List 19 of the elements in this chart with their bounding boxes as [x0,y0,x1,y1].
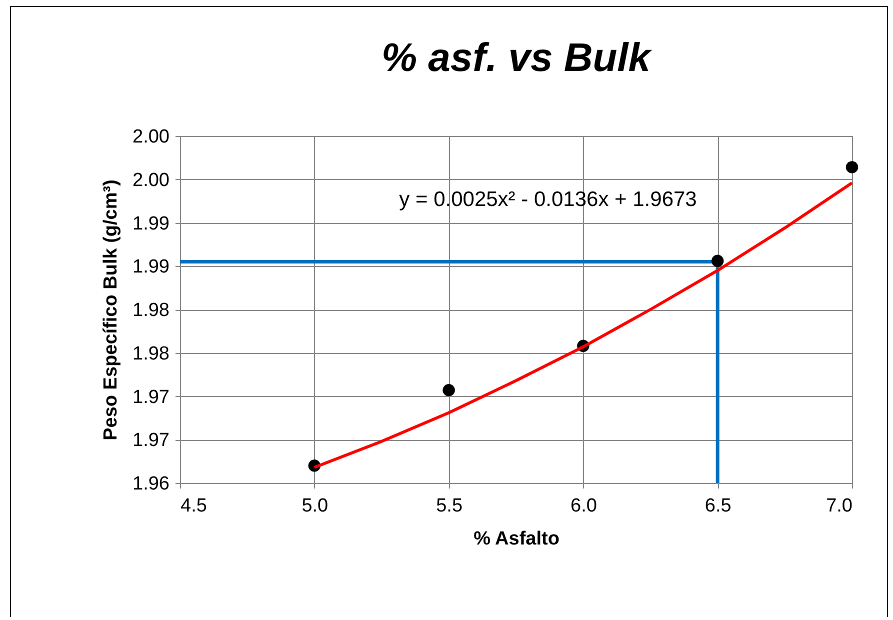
y-tick-label: 1.99 [132,213,170,234]
y-tick-label: 1.97 [132,386,170,408]
y-tick-label: 1.98 [132,343,170,364]
x-tick-label: 6.0 [570,496,597,516]
x-tick-label: 4.5 [180,496,207,516]
x-tick-label: 6.5 [704,496,732,516]
x-tick-label: 5.5 [436,496,463,516]
y-tick-label: 1.99 [132,256,170,278]
y-tick-label: 1.96 [132,474,170,494]
y-axis-title: Peso Específico Bulk (g/cm³) [100,180,122,440]
y-tick-label: 1.97 [132,430,170,452]
x-tick-label: 7.0 [826,496,852,516]
x-tick-label: 5.0 [302,496,328,516]
y-tick-label: 2.00 [132,126,170,148]
annotation: y = 0.0025x² - 0.0136x + 1.9673 [399,188,697,211]
y-tick-label: 1.98 [132,300,170,321]
x-axis-title: % Asfalto [474,528,560,550]
chart-title: % asf. vs Bulk [381,36,652,80]
y-tick-label: 2.00 [132,170,170,191]
